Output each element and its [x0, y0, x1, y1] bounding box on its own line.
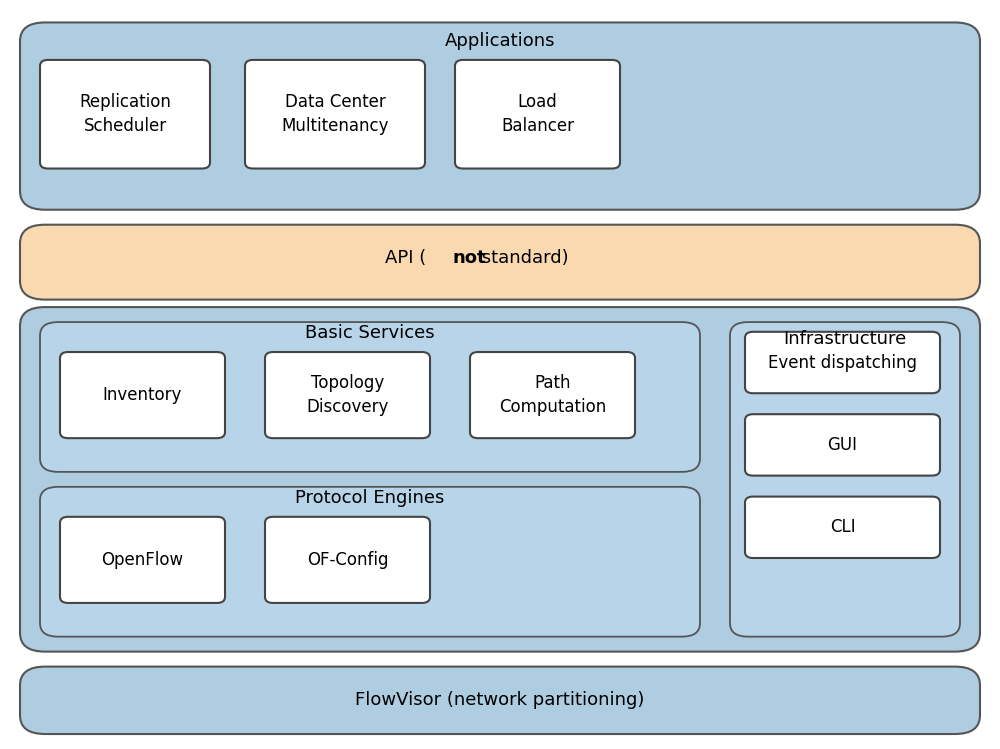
Text: Inventory: Inventory: [103, 386, 182, 404]
FancyBboxPatch shape: [40, 60, 210, 169]
FancyBboxPatch shape: [40, 322, 700, 472]
FancyBboxPatch shape: [245, 60, 425, 169]
FancyBboxPatch shape: [20, 667, 980, 734]
Text: not: not: [452, 249, 486, 267]
Text: Topology
Discovery: Topology Discovery: [306, 374, 389, 416]
FancyBboxPatch shape: [745, 332, 940, 393]
FancyBboxPatch shape: [470, 352, 635, 438]
Text: GUI: GUI: [828, 436, 858, 454]
Text: CLI: CLI: [830, 518, 855, 536]
FancyBboxPatch shape: [60, 517, 225, 603]
Text: Data Center
Multitenancy: Data Center Multitenancy: [281, 94, 389, 135]
Text: Path
Computation: Path Computation: [499, 374, 606, 416]
Text: Applications: Applications: [445, 32, 555, 50]
FancyBboxPatch shape: [265, 517, 430, 603]
Text: Event dispatching: Event dispatching: [768, 354, 917, 372]
Text: standard): standard): [476, 249, 569, 267]
Text: Protocol Engines: Protocol Engines: [295, 489, 445, 507]
FancyBboxPatch shape: [20, 22, 980, 210]
FancyBboxPatch shape: [20, 307, 980, 652]
Text: OF-Config: OF-Config: [307, 551, 388, 569]
FancyBboxPatch shape: [455, 60, 620, 169]
Text: FlowVisor (network partitioning): FlowVisor (network partitioning): [355, 691, 645, 709]
Text: OpenFlow: OpenFlow: [101, 551, 184, 569]
Text: Load
Balancer: Load Balancer: [501, 94, 574, 135]
Text: Infrastructure: Infrastructure: [783, 330, 907, 348]
FancyBboxPatch shape: [60, 352, 225, 438]
Text: Basic Services: Basic Services: [305, 324, 435, 342]
FancyBboxPatch shape: [20, 225, 980, 300]
FancyBboxPatch shape: [745, 414, 940, 476]
FancyBboxPatch shape: [265, 352, 430, 438]
FancyBboxPatch shape: [745, 497, 940, 558]
FancyBboxPatch shape: [40, 487, 700, 637]
Text: Replication
Scheduler: Replication Scheduler: [79, 94, 171, 135]
Text: API (: API (: [385, 249, 426, 267]
FancyBboxPatch shape: [730, 322, 960, 637]
